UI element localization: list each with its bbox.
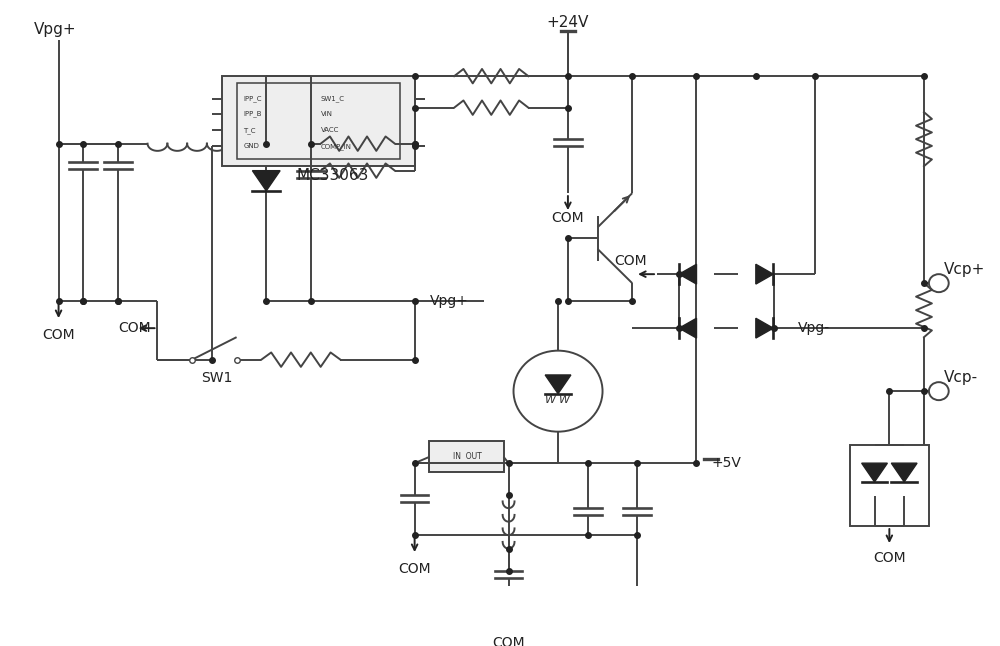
- Text: W: W: [545, 395, 556, 405]
- Polygon shape: [679, 318, 696, 338]
- Text: +24V: +24V: [547, 15, 589, 30]
- Text: SW1_C: SW1_C: [321, 96, 345, 102]
- Polygon shape: [756, 264, 773, 284]
- Text: Vcp+: Vcp+: [944, 262, 985, 277]
- Text: MC33063: MC33063: [296, 168, 369, 183]
- Polygon shape: [891, 463, 917, 482]
- Text: COM: COM: [614, 254, 647, 267]
- Polygon shape: [545, 375, 571, 393]
- Bar: [850, 445, 929, 526]
- Text: Vpg+: Vpg+: [34, 22, 76, 37]
- Polygon shape: [756, 318, 773, 338]
- Text: COM: COM: [492, 636, 525, 646]
- Text: VACC: VACC: [321, 127, 339, 133]
- Text: COM: COM: [552, 211, 584, 225]
- Text: Vpg-: Vpg-: [798, 321, 830, 335]
- Text: IN  OUT: IN OUT: [453, 452, 481, 461]
- Polygon shape: [252, 171, 280, 191]
- Text: Vcp-: Vcp-: [944, 370, 978, 385]
- Text: T_C: T_C: [244, 127, 256, 134]
- Text: IPP_C: IPP_C: [244, 96, 262, 102]
- Bar: [429, 441, 504, 472]
- Text: Vpg+: Vpg+: [429, 294, 468, 308]
- Text: COM: COM: [398, 563, 431, 576]
- Polygon shape: [862, 463, 887, 482]
- Text: GND: GND: [244, 143, 259, 149]
- Text: IPP_B: IPP_B: [244, 110, 262, 118]
- Text: COM: COM: [42, 328, 75, 342]
- Text: W: W: [558, 395, 569, 405]
- Text: COM: COM: [118, 321, 151, 335]
- Bar: [237, 83, 400, 159]
- Text: VIN: VIN: [321, 111, 333, 117]
- Text: COMP_IN: COMP_IN: [321, 143, 352, 150]
- Text: COM: COM: [873, 550, 906, 565]
- Bar: [222, 76, 415, 166]
- Text: SW1: SW1: [201, 371, 232, 384]
- Polygon shape: [679, 264, 696, 284]
- Text: +5V: +5V: [711, 456, 741, 470]
